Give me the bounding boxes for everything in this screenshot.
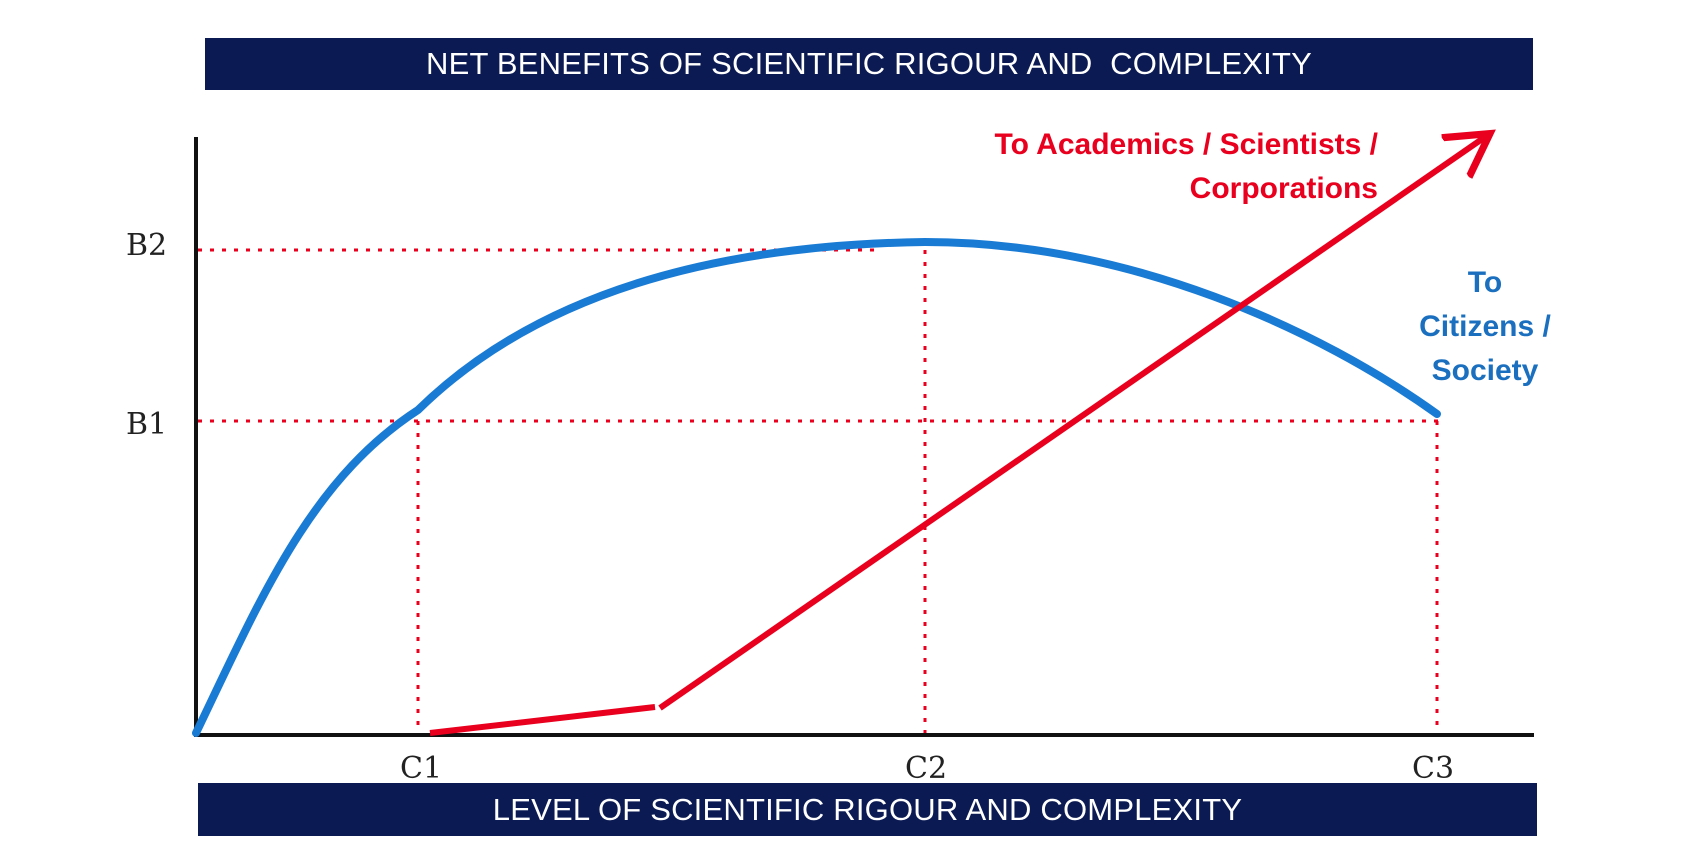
x-axis-label-banner: LEVEL OF SCIENTIFIC RIGOUR AND COMPLEXIT… [198,783,1537,836]
academics-label-line-2: Corporations [1190,172,1378,205]
y-tick-b1: B1 [126,407,167,442]
x-tick-c3: C3 [1412,751,1454,786]
citizens-label-line-1: To [1468,266,1502,299]
citizens-label-line-2: Citizens / [1419,310,1551,343]
academics-benefit-line [429,704,656,736]
x-tick-c1: C1 [400,751,442,786]
academics-benefit-arrow [658,137,1485,711]
citizens-label-line-3: Society [1432,354,1539,387]
citizens-benefit-curve [192,237,1441,737]
axes [194,137,1534,737]
guide-lines [198,248,1439,733]
x-tick-c2: C2 [905,751,947,786]
y-tick-b2: B2 [126,228,167,263]
chart-title-banner: NET BENEFITS OF SCIENTIFIC RIGOUR AND CO… [205,38,1533,90]
academics-label-line-1: To Academics / Scientists / [995,128,1379,161]
